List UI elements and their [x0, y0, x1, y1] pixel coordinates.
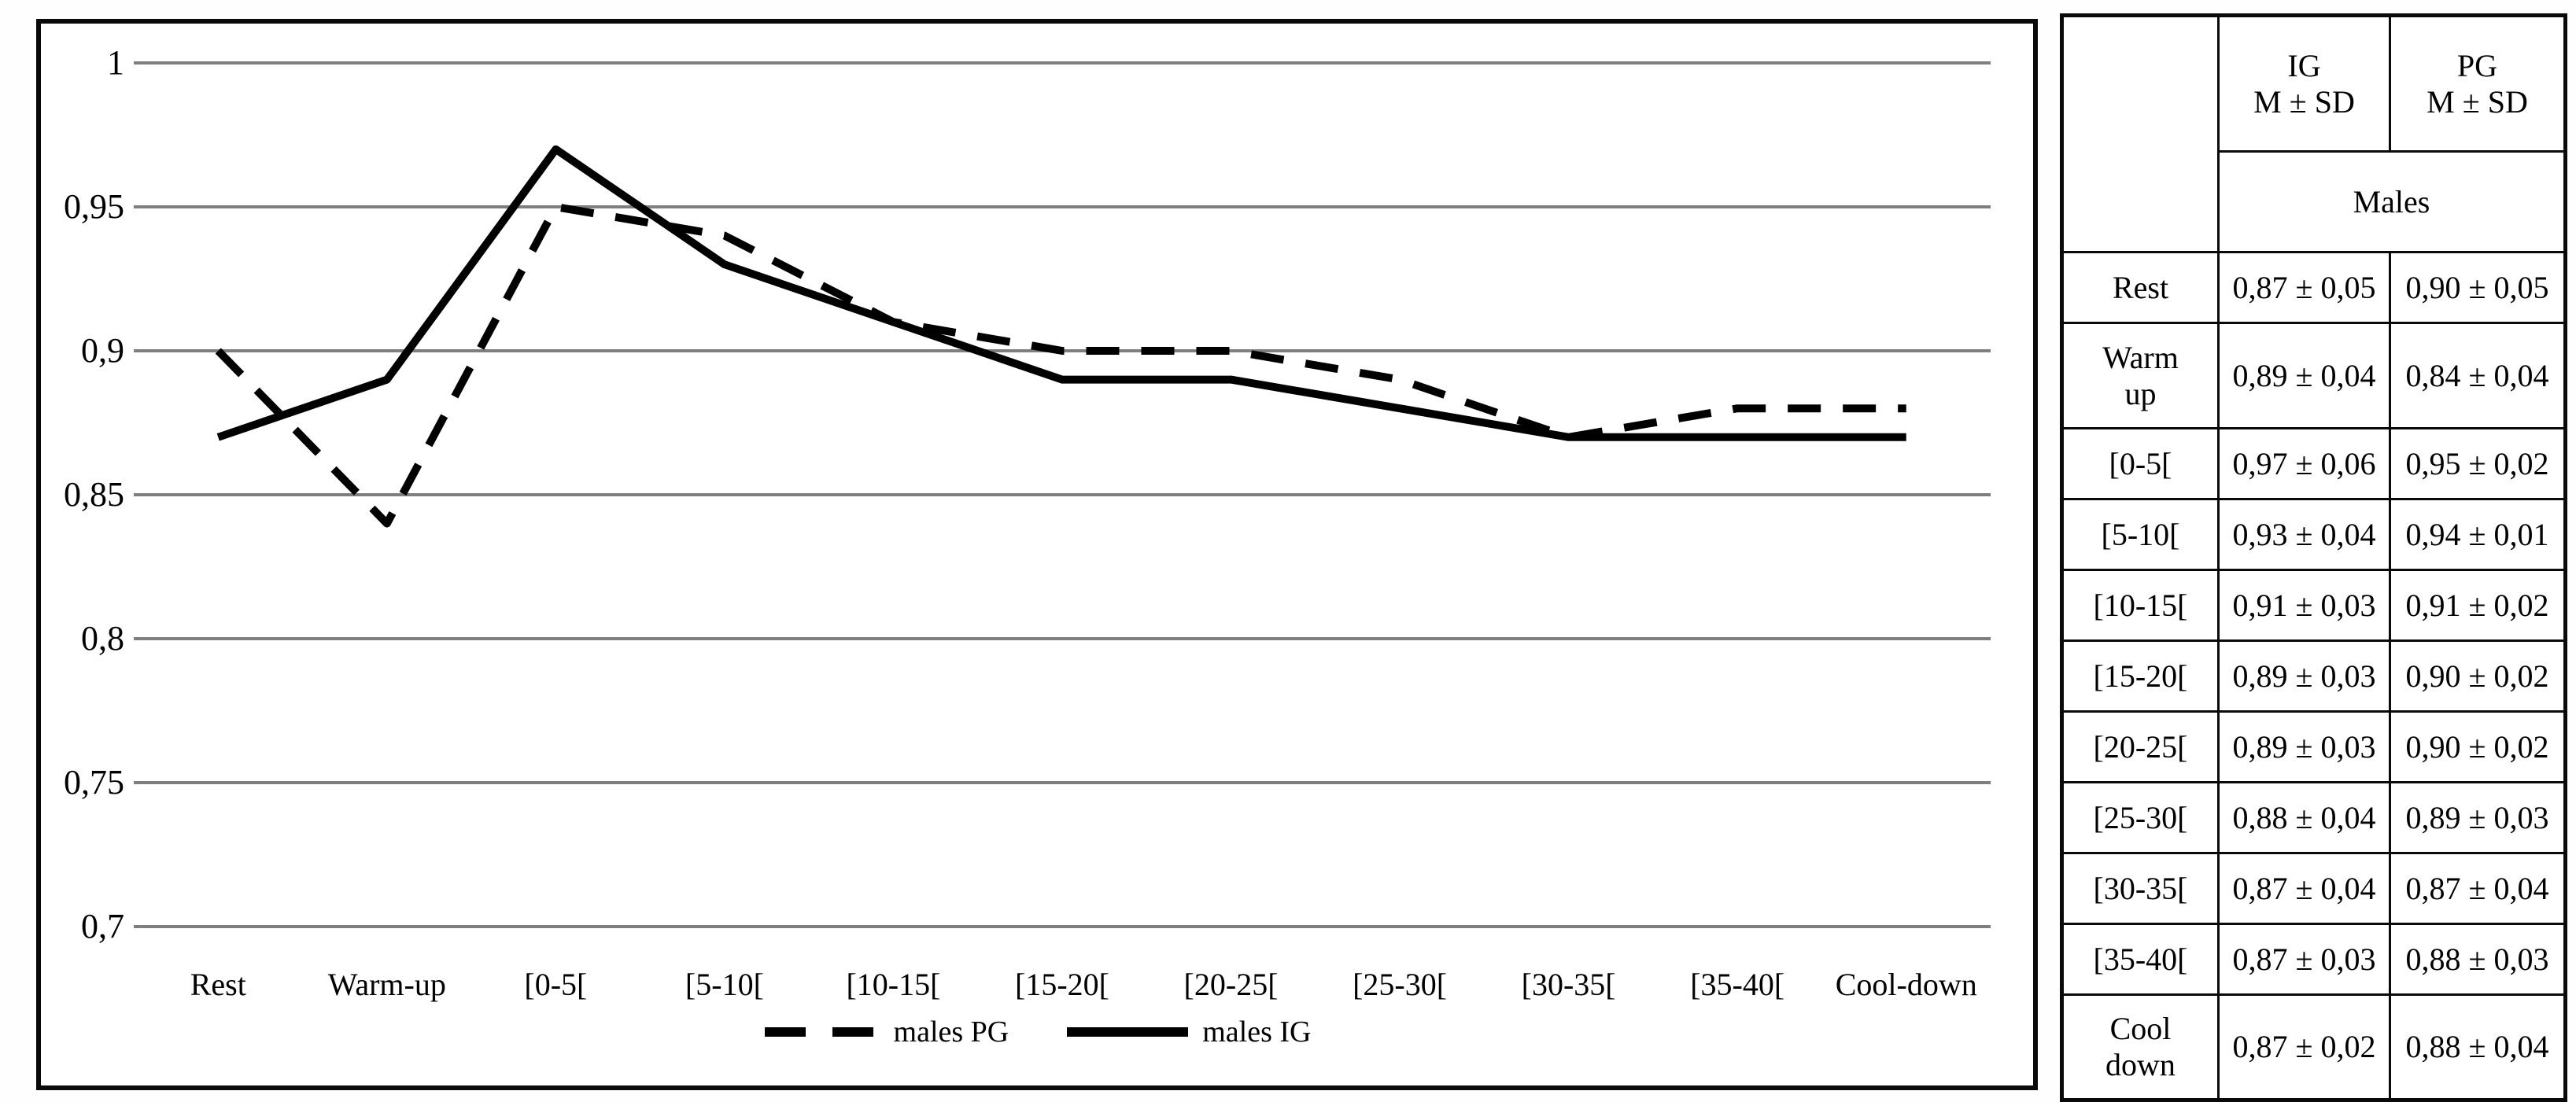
- row-label-cell: Rest: [2061, 251, 2220, 324]
- y-axis-tick-label: 0,75: [64, 763, 124, 802]
- stats-table: IG M ± SD PG M ± SD Males Rest 0,87 ± 0,05 0…: [2060, 13, 2567, 1102]
- legend-solid-line-sample: [1067, 1027, 1189, 1037]
- table-header-pg: PG M ± SD: [2389, 14, 2567, 153]
- table-row: [25-30[0,88 ± 0,04 0,89 ± 0,03: [2061, 781, 2567, 854]
- table-row: [0-5[0,97 ± 0,06 0,95 ± 0,02: [2061, 427, 2567, 500]
- legend-dashed-line-sample: [764, 1027, 880, 1037]
- value-cell-ig: 0,87 ± 0,04: [2217, 852, 2391, 925]
- value-cell-ig: 0,89 ± 0,03: [2217, 710, 2391, 783]
- table-row: Cool down 0,87 ± 0,02 0,88 ± 0,04: [2061, 993, 2567, 1101]
- table-row: [5-10[0,93 ± 0,04 0,94 ± 0,01: [2061, 498, 2567, 571]
- table-row: [15-20[0,89 ± 0,03 0,90 ± 0,02: [2061, 639, 2567, 713]
- x-axis-tick-label: [30-35[: [1521, 967, 1616, 1002]
- x-axis-tick-label: [5-10[: [685, 967, 764, 1002]
- x-axis-tick-label: [20-25[: [1183, 967, 1279, 1002]
- value-cell-ig: 0,88 ± 0,04: [2217, 781, 2391, 854]
- table-row: [30-35[0,87 ± 0,04 0,87 ± 0,04: [2061, 852, 2567, 925]
- value-cell-pg: 0,90 ± 0,02: [2389, 639, 2567, 713]
- legend-label: males PG: [893, 1015, 1009, 1049]
- value-cell-ig: 0,91 ± 0,03: [2217, 569, 2391, 642]
- row-label-cell: [25-30[: [2061, 781, 2220, 854]
- row-label-cell: Warm up: [2061, 322, 2220, 429]
- value-cell-ig: 0,87 ± 0,02: [2217, 993, 2391, 1101]
- y-axis-tick-label: 0,8: [81, 619, 124, 658]
- value-cell-ig: 0,87 ± 0,03: [2217, 923, 2391, 996]
- x-axis-tick-label: [35-40[: [1690, 967, 1785, 1002]
- value-cell-ig: 0,89 ± 0,04: [2217, 322, 2391, 429]
- value-cell-pg: 0,95 ± 0,02: [2389, 427, 2567, 500]
- table-header-row: IG M ± SD PG M ± SD: [2061, 14, 2567, 253]
- y-axis-tick-label: 0,95: [64, 187, 124, 226]
- row-label-cell: [5-10[: [2061, 498, 2220, 571]
- value-cell-pg: 0,91 ± 0,02: [2389, 569, 2567, 642]
- x-axis-tick-label: Rest: [190, 967, 246, 1002]
- x-axis-tick-label: [25-30[: [1353, 967, 1448, 1002]
- x-axis-tick-label: [0-5[: [524, 967, 588, 1002]
- legend: males PG males IG: [41, 1016, 2033, 1048]
- x-axis-tick-label: Cool-down: [1835, 967, 1977, 1002]
- value-cell-pg: 0,87 ± 0,04: [2389, 852, 2567, 925]
- table-row: Rest 0,87 ± 0,05 0,90 ± 0,05: [2061, 251, 2567, 324]
- table-row: [10-15[0,91 ± 0,03 0,91 ± 0,02: [2061, 569, 2567, 642]
- value-cell-pg: 0,89 ± 0,03: [2389, 781, 2567, 854]
- y-axis-tick-label: 0,7: [81, 907, 124, 945]
- value-cell-pg: 0,88 ± 0,04: [2389, 993, 2567, 1101]
- table-row: Warm up 0,89 ± 0,04 0,84 ± 0,04: [2061, 322, 2567, 429]
- legend-item-males-ig: males IG: [1065, 1016, 1311, 1048]
- value-cell-ig: 0,93 ± 0,04: [2217, 498, 2391, 571]
- table-section-row: Males: [2062, 150, 2567, 253]
- y-axis-tick-label: 0,85: [64, 475, 124, 514]
- table-corner-cell: [2061, 14, 2220, 253]
- row-label-cell: [20-25[: [2061, 710, 2220, 783]
- value-cell-pg: 0,90 ± 0,02: [2389, 710, 2567, 783]
- table-header-ig: IG M ± SD: [2217, 14, 2391, 153]
- x-axis-tick-label: [10-15[: [846, 967, 941, 1002]
- value-cell-ig: 0,97 ± 0,06: [2217, 427, 2391, 500]
- table-row: [20-25[0,89 ± 0,03 0,90 ± 0,02: [2061, 710, 2567, 783]
- row-label-cell: Cool down: [2061, 993, 2220, 1101]
- chart-panel: 1 0,95 0,9 0,85 0,8 0,75 0,7 Rest Warm-up [0-5[ […: [36, 19, 2038, 1090]
- row-label-cell: [30-35[: [2061, 852, 2220, 925]
- table-section-header-males: Males: [2217, 150, 2567, 253]
- value-cell-ig: 0,87 ± 0,05: [2217, 251, 2391, 324]
- line-chart-svg: [134, 61, 1991, 928]
- row-label-cell: [0-5[: [2061, 427, 2220, 500]
- row-label-cell: [35-40[: [2061, 923, 2220, 996]
- value-cell-pg: 0,88 ± 0,03: [2389, 923, 2567, 996]
- y-axis-tick-label: 1: [107, 43, 124, 82]
- x-axis-tick-label: Warm-up: [327, 967, 446, 1002]
- table-row: [35-40[0,87 ± 0,03 0,88 ± 0,03: [2061, 923, 2567, 996]
- x-axis-tick-label: [15-20[: [1015, 967, 1109, 1002]
- series-line-males-pg: [215, 203, 1906, 528]
- legend-item-males-pg: males PG: [763, 1016, 1009, 1048]
- value-cell-pg: 0,94 ± 0,01: [2389, 498, 2567, 571]
- row-label-cell: [15-20[: [2061, 639, 2220, 713]
- value-cell-ig: 0,89 ± 0,03: [2217, 639, 2391, 713]
- value-cell-pg: 0,90 ± 0,05: [2389, 251, 2567, 324]
- series-line-males-ig: [216, 145, 1906, 441]
- row-label-cell: [10-15[: [2061, 569, 2220, 642]
- value-cell-pg: 0,84 ± 0,04: [2389, 322, 2567, 429]
- y-axis-tick-label: 0,9: [81, 331, 124, 370]
- legend-label: males IG: [1202, 1015, 1312, 1049]
